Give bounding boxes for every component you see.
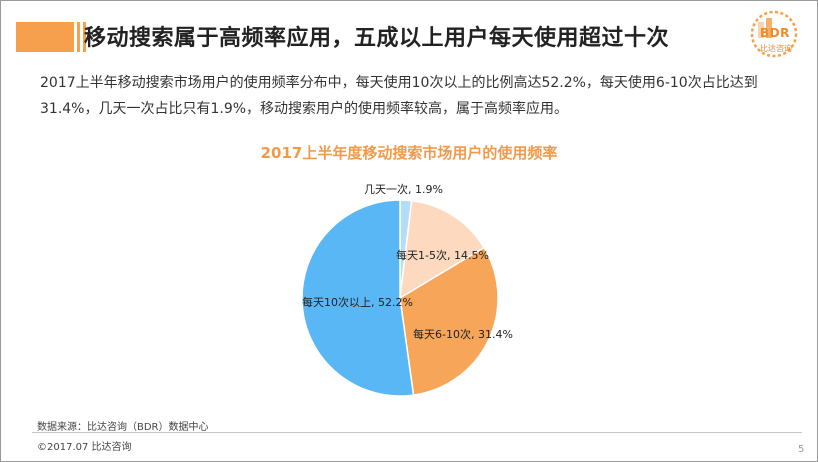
logo-subtext: 比达咨询 [760,44,792,53]
accent-bar [83,22,86,52]
copyright: ©2017.07 比达咨询 [37,442,132,453]
bdr-logo-icon [750,10,798,58]
pie-data-label: 几天一次, 1.9% [364,182,443,196]
pie-slice [399,246,499,396]
summary-paragraph: 2017上半年移动搜索市场用户的使用频率分布中，每天使用10次以上的比例高达52… [40,75,758,117]
pie-data-label: 每天6-10次, 31.4% [413,327,513,341]
logo-text: BDR [760,26,790,40]
pie-data-label: 每天10次以上, 52.2% [302,295,413,309]
chart-title: 2017上半年度移动搜索市场用户的使用频率 [260,144,558,162]
accent-bar [77,22,80,52]
page-number: 5 [798,444,805,455]
footer-divider [32,432,802,433]
title-accent-bars [16,22,86,52]
pie-data-label: 每天1-5次, 14.5% [396,248,489,262]
accent-bar [16,22,74,52]
data-source: 数据来源：比达咨询（BDR）数据中心 [37,422,209,433]
pie-slice [301,199,415,397]
pie-slice [399,199,486,300]
slide-title: 移动搜索属于高频率应用，五成以上用户每天使用超过十次 [84,26,670,51]
